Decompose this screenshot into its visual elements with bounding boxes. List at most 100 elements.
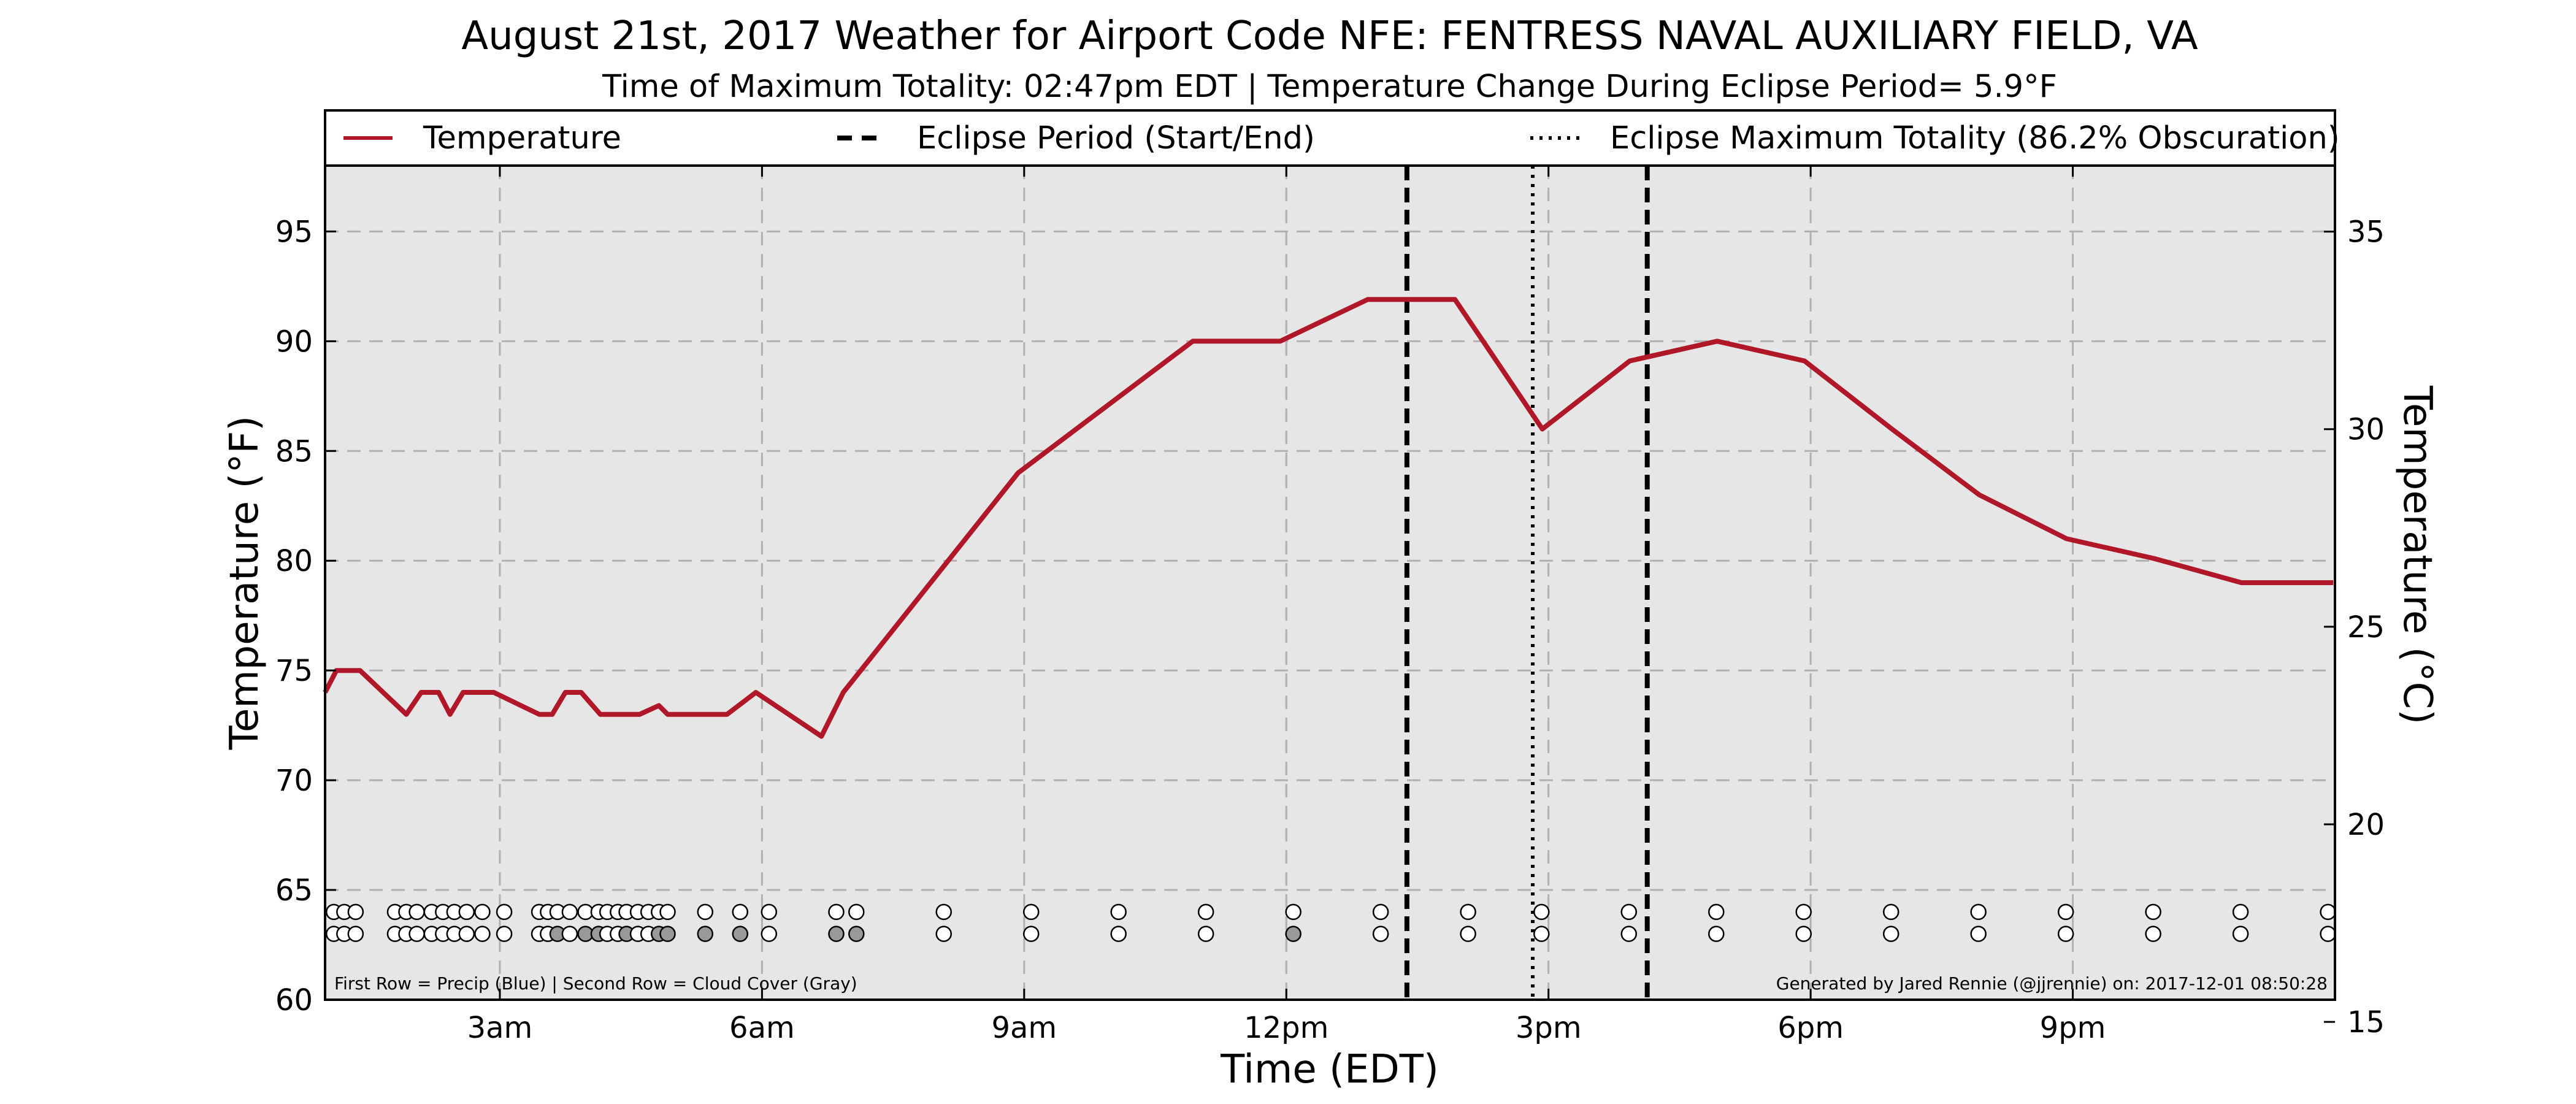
cloud-marker [828,926,845,942]
x-tick-label: 3am [467,1011,533,1045]
cloud-marker [496,926,513,942]
footnote-left: First Row = Precip (Blue) | Second Row =… [334,973,857,994]
temperature-point [667,714,668,715]
y-tick-label: 80 [275,544,313,578]
precip-marker [1460,903,1476,921]
cloud-marker [1022,926,1040,942]
cloud-marker [1970,926,1987,942]
y-tick-label: 75 [275,654,313,688]
cloud-marker [347,926,364,942]
precip-marker [1708,903,1725,921]
cloud-marker [1708,926,1725,942]
cloud-marker [935,926,952,942]
legend-box [324,109,2336,167]
precip-marker [496,903,513,921]
cloud-marker [1372,926,1389,942]
precip-marker [848,903,865,921]
cloud-marker [1795,926,1812,942]
cloud-marker [474,926,491,942]
y-tick-label: 60 [275,983,313,1018]
y-tick-label: 70 [275,764,313,798]
precip-marker [659,903,676,921]
precip-marker [2057,903,2074,921]
y-axis-label-right: Temperature (°C) [2394,385,2440,724]
cloud-marker [561,926,578,942]
precip-marker [828,903,845,921]
legend: Temperature Eclipse Period (Start/End) E… [324,109,2340,167]
cloud-marker [1197,926,1214,942]
cloud-marker [761,926,778,942]
y-right-tick-label: 15 [2347,1005,2385,1040]
y-tick-label: 90 [275,324,313,359]
y-tick-label: 85 [275,434,313,469]
cloud-marker [697,926,714,942]
temperature-point [1367,299,1368,300]
precip-marker [935,903,952,921]
temperature-point [1280,341,1281,342]
precip-marker [1970,903,1987,921]
temperature-point [2154,558,2155,559]
axis-ticks: 3am 6am 9am 12pm 3pm 6pm 9pm 60 65 70 75 80 85 90 95 15… [275,166,2385,1045]
cloud-marker [408,926,425,942]
cloud-marker [458,926,475,942]
cloud-marker [1533,926,1550,942]
x-axis-label: Time (EDT) [1220,1047,1439,1092]
cloud-marker [2145,926,2161,942]
x-tick-label: 6pm [1777,1011,1844,1045]
cloud-marker [1882,926,1899,942]
precip-marker [408,903,425,921]
cloud-marker [1110,926,1127,942]
precip-marker [1022,903,1040,921]
temperature-point [336,670,337,671]
precip-marker [347,903,364,921]
x-tick-label: 12pm [1244,1011,1328,1045]
precip-marker [1110,903,1127,921]
precip-marker [1197,903,1214,921]
precip-marker [474,903,491,921]
legend-label-temperature: Temperature [423,120,621,156]
temperature-point [1192,341,1193,342]
precip-marker [732,903,749,921]
precip-marker [697,903,714,921]
precip-marker [761,903,778,921]
temperature-point [359,670,360,671]
cloud-marker [1620,926,1638,942]
precip-marker [2232,903,2249,921]
precip-marker [1372,903,1389,921]
cloud-marker [1285,926,1301,942]
cloud-marker [2232,926,2249,942]
precip-marker [1285,903,1301,921]
cloud-marker [659,926,676,942]
precip-marker [561,903,578,921]
precip-marker [2145,903,2161,921]
plot-area [325,166,2335,1000]
cloud-marker [2320,926,2336,942]
temperature-point [406,714,407,715]
footnote-right: Generated by Jared Rennie (@jjrennie) on… [1776,973,2328,994]
temperature-line [323,297,2334,739]
observation-rows [325,903,2336,942]
precip-marker [1795,903,1812,921]
y-right-tick-label: 35 [2347,215,2385,250]
temperature-point [539,714,540,715]
temperature-point [552,714,553,715]
legend-label-eclipse-period: Eclipse Period (Start/End) [917,120,1315,156]
x-tick-label: 6am [729,1011,795,1045]
y-tick-label: 95 [275,215,313,249]
x-tick-label: 9am [991,1011,1057,1045]
x-tick-label: 9pm [2040,1011,2106,1045]
y-axis-label: Temperature (°F) [222,416,267,751]
temperature-point [1979,494,1980,495]
y-right-tick-label: 25 [2347,610,2385,645]
precip-marker [2320,903,2336,921]
precip-marker [1620,903,1638,921]
precip-marker [458,903,475,921]
y-right-tick-label: 30 [2347,413,2385,447]
y-right-tick-label: 20 [2347,808,2385,842]
y-tick-label: 65 [275,873,313,908]
cloud-marker [2057,926,2074,942]
temperature-point [821,736,822,737]
cloud-marker [1460,926,1476,942]
eclipse-lines [1404,166,1650,1000]
